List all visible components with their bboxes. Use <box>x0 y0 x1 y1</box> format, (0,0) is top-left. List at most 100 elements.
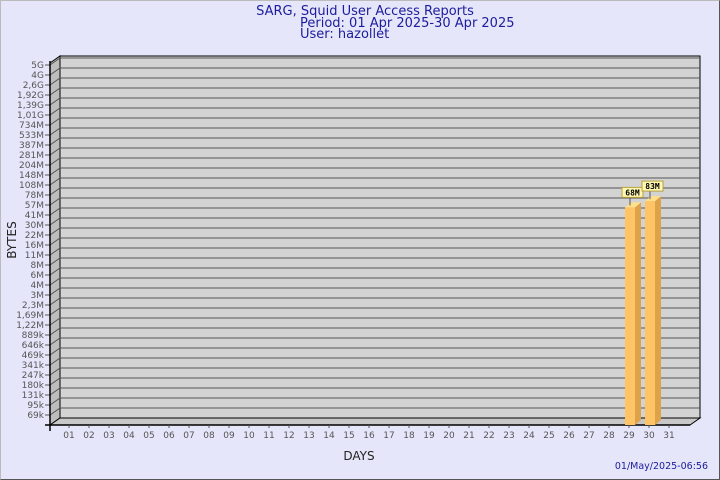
y-tick-label: 469k <box>22 351 45 361</box>
y-tick-label: 69k <box>27 411 44 421</box>
y-tick-label: 4M <box>31 281 45 291</box>
y-tick-label: 95k <box>27 401 44 411</box>
gridline <box>45 107 700 116</box>
bar-top <box>645 196 661 202</box>
y-tick-label: 889k <box>22 331 45 341</box>
x-tick-label: 30 <box>643 431 655 441</box>
y-tick-label: 1,01G <box>17 111 44 121</box>
x-tick-label: 18 <box>403 431 415 441</box>
x-tick-label: 14 <box>323 431 335 441</box>
y-tick-label: 2,3M <box>22 301 44 311</box>
x-tick-label: 24 <box>523 431 535 441</box>
y-tick-label: 78M <box>25 191 44 201</box>
bar-value-label: 68M <box>625 188 640 197</box>
gridline <box>45 267 700 276</box>
bar-label-box <box>641 180 664 192</box>
y-tick-label: 30M <box>25 221 44 231</box>
gridline <box>45 297 700 306</box>
y-tick-label: 57M <box>25 201 44 211</box>
y-tick-label: 3M <box>31 291 45 301</box>
y-tick-label: 4G <box>31 71 44 81</box>
x-axis-title: DAYS <box>343 449 374 463</box>
y-tick-label: 1,39G <box>17 101 44 111</box>
plot-back-wall <box>59 55 701 419</box>
x-tick-label: 27 <box>583 431 594 441</box>
gridline <box>45 77 700 86</box>
y-tick-label: 8M <box>31 261 45 271</box>
bar-side <box>655 196 661 425</box>
chart-title: SARG, Squid User Access Reports <box>256 4 474 19</box>
y-tick-label: 11M <box>25 251 44 261</box>
y-tick-label: 281M <box>19 151 44 161</box>
y-tick-label: 533M <box>19 131 44 141</box>
y-tick-label: 5G <box>31 61 44 71</box>
gridline <box>45 227 700 236</box>
x-tick-label: 03 <box>103 431 114 441</box>
x-tick-label: 15 <box>343 431 354 441</box>
x-tick-label: 01 <box>63 431 74 441</box>
gridline <box>45 137 700 146</box>
bar-top <box>625 202 641 208</box>
gridline <box>45 387 700 396</box>
x-tick-label: 25 <box>543 431 554 441</box>
gridline <box>45 157 700 166</box>
x-tick-label: 02 <box>83 431 94 441</box>
x-tick-label: 19 <box>423 431 435 441</box>
y-tick-label: 734M <box>19 121 44 131</box>
y-tick-label: 646k <box>22 341 45 351</box>
x-tick-label: 17 <box>383 431 394 441</box>
gridline <box>45 167 700 176</box>
bar-day-29 <box>625 207 635 425</box>
gridline <box>45 337 700 346</box>
y-tick-label: 41M <box>25 211 44 221</box>
gridline <box>45 67 700 76</box>
gridline <box>45 97 700 106</box>
gridline <box>45 237 700 246</box>
x-tick-label: 31 <box>663 431 674 441</box>
y-tick-label: 180k <box>22 381 45 391</box>
gridline <box>45 307 700 316</box>
gridline <box>45 127 700 136</box>
gridline <box>45 407 700 416</box>
x-tick-label: 29 <box>623 431 635 441</box>
chart-period: Period: 01 Apr 2025-30 Apr 2025 <box>300 16 515 31</box>
gridline <box>45 377 700 386</box>
gridline <box>45 397 700 406</box>
x-tick-label: 21 <box>463 431 474 441</box>
y-tick-label: 22M <box>25 231 44 241</box>
x-tick-label: 13 <box>303 431 314 441</box>
gridline <box>45 357 700 366</box>
x-tick-label: 07 <box>183 431 194 441</box>
gridline <box>45 277 700 286</box>
bar-day-30 <box>645 201 655 425</box>
generated-timestamp: 01/May/2025-06:56 <box>615 461 708 472</box>
gridline <box>45 177 700 186</box>
y-tick-label: 341k <box>22 361 45 371</box>
y-tick-label: 6M <box>31 271 45 281</box>
x-tick-label: 28 <box>603 431 615 441</box>
y-tick-label: 1,92G <box>17 91 44 101</box>
gridline <box>45 207 700 216</box>
x-tick-label: 04 <box>123 431 135 441</box>
x-tick-label: 11 <box>263 431 274 441</box>
x-tick-label: 16 <box>363 431 375 441</box>
x-tick-label: 06 <box>163 431 175 441</box>
x-tick-label: 26 <box>563 431 575 441</box>
y-tick-label: 1,69M <box>16 311 44 321</box>
gridline <box>45 327 700 336</box>
bar-side <box>635 202 641 425</box>
gridline <box>45 147 700 156</box>
gridline <box>45 257 700 266</box>
y-tick-label: 247k <box>22 371 45 381</box>
x-tick-label: 05 <box>143 431 154 441</box>
bar-label-box <box>621 186 644 198</box>
y-tick-label: 16M <box>25 241 44 251</box>
gridline <box>45 117 700 126</box>
y-tick-label: 148M <box>19 171 44 181</box>
x-tick-label: 09 <box>223 431 235 441</box>
gridline <box>45 87 700 96</box>
chart-user: User: hazollet <box>300 27 389 42</box>
y-tick-label: 108M <box>19 181 44 191</box>
x-tick-label: 10 <box>243 431 255 441</box>
